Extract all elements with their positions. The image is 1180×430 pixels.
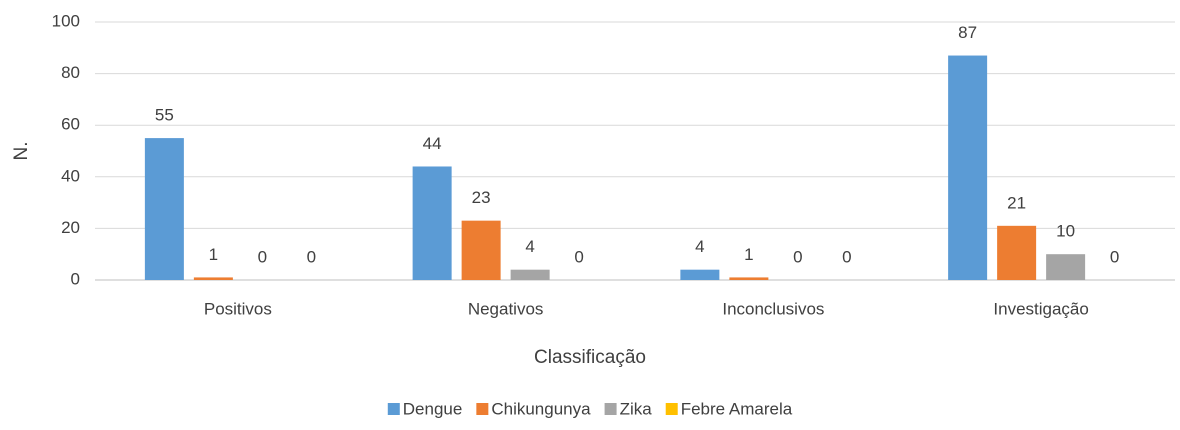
bar (729, 277, 769, 280)
x-tick-label: Negativos (468, 299, 544, 318)
data-label: 87 (958, 23, 977, 42)
data-label: 0 (258, 247, 267, 266)
legend: Dengue Chikungunya Zika Febre Amarela (387, 399, 793, 418)
data-label: 0 (793, 247, 802, 266)
bar (193, 277, 233, 280)
data-label: 0 (307, 247, 316, 266)
bar (461, 220, 501, 280)
legend-swatch (387, 403, 400, 415)
bar (412, 166, 452, 280)
data-label: 0 (1110, 247, 1119, 266)
x-tick-label: Inconclusivos (722, 299, 824, 318)
legend-label: Chikungunya (491, 399, 591, 418)
legend-label: Dengue (403, 399, 463, 418)
bar (1046, 254, 1086, 280)
x-axis-label: Classificação (534, 347, 646, 368)
data-label: 0 (842, 247, 851, 266)
legend-swatch (604, 403, 617, 415)
legend-label: Febre Amarela (681, 399, 793, 418)
data-label: 44 (423, 134, 442, 153)
data-label: 0 (574, 247, 583, 266)
y-tick-label: 40 (61, 166, 80, 185)
y-tick-label: 100 (52, 11, 80, 30)
bar (997, 225, 1037, 280)
y-tick-label: 60 (61, 115, 80, 134)
data-label: 55 (155, 106, 174, 125)
bar (510, 269, 550, 280)
bar (948, 55, 988, 280)
legend-label: Zika (620, 399, 653, 418)
data-label: 21 (1007, 193, 1026, 212)
data-label: 4 (695, 237, 704, 256)
data-label: 1 (209, 245, 218, 264)
x-tick-label: Investigação (993, 299, 1088, 318)
data-label: 23 (472, 188, 491, 207)
bar (680, 269, 720, 280)
data-label: 1 (744, 245, 753, 264)
legend-swatch (476, 403, 489, 415)
data-label: 4 (525, 237, 534, 256)
data-label: 10 (1056, 222, 1075, 241)
x-tick-label: Positivos (204, 299, 272, 318)
y-axis-label: N. (11, 142, 32, 161)
legend-swatch (665, 403, 678, 415)
y-tick-label: 0 (71, 269, 80, 288)
bar (144, 138, 184, 280)
y-tick-label: 80 (61, 63, 80, 82)
y-tick-label: 20 (61, 218, 80, 237)
